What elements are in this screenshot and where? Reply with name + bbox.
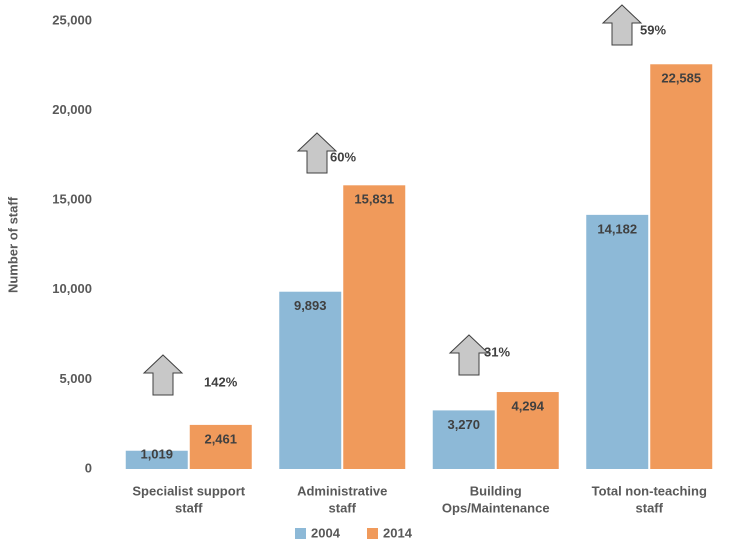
legend-label: 2004 bbox=[311, 525, 341, 540]
up-arrow bbox=[142, 354, 184, 396]
value-label: 9,893 bbox=[294, 298, 327, 313]
up-arrow bbox=[296, 132, 338, 174]
legend-swatch bbox=[367, 528, 378, 539]
y-axis-label: Number of staff bbox=[5, 196, 20, 293]
bar bbox=[432, 410, 495, 469]
x-tick-label: Administrative bbox=[297, 483, 387, 498]
value-label: 1,019 bbox=[140, 446, 173, 461]
bar bbox=[496, 392, 559, 469]
legend-label: 2014 bbox=[383, 525, 413, 540]
y-tick-label: 10,000 bbox=[52, 281, 92, 296]
bar bbox=[586, 214, 649, 469]
x-tick-label: staff bbox=[636, 500, 664, 515]
y-tick-label: 5,000 bbox=[59, 371, 92, 386]
value-label: 4,294 bbox=[511, 398, 544, 413]
legend-swatch bbox=[295, 528, 306, 539]
bar bbox=[650, 64, 713, 470]
x-tick-label: Total non-teaching bbox=[592, 483, 707, 498]
y-tick-label: 0 bbox=[85, 460, 92, 475]
x-tick-label: staff bbox=[329, 500, 357, 515]
value-label: 22,585 bbox=[661, 71, 701, 86]
up-arrow bbox=[601, 4, 643, 46]
y-tick-label: 15,000 bbox=[52, 192, 92, 207]
change-label: 60% bbox=[330, 149, 356, 164]
value-label: 15,831 bbox=[354, 192, 394, 207]
x-tick-label: staff bbox=[175, 500, 203, 515]
bar bbox=[343, 185, 406, 470]
change-label: 142% bbox=[204, 374, 238, 389]
value-label: 14,182 bbox=[597, 221, 637, 236]
value-label: 2,461 bbox=[204, 431, 237, 446]
up-arrow bbox=[448, 334, 490, 376]
bar bbox=[189, 424, 252, 469]
y-tick-label: 25,000 bbox=[52, 12, 92, 27]
bar bbox=[279, 291, 342, 469]
change-label: 59% bbox=[640, 22, 666, 37]
x-tick-label: Specialist support bbox=[132, 483, 245, 498]
change-label: 31% bbox=[484, 344, 510, 359]
bar bbox=[125, 450, 188, 469]
x-tick-label: Building bbox=[470, 483, 522, 498]
value-label: 3,270 bbox=[447, 417, 480, 432]
x-tick-label: Ops/Maintenance bbox=[442, 500, 550, 515]
y-tick-label: 20,000 bbox=[52, 102, 92, 117]
